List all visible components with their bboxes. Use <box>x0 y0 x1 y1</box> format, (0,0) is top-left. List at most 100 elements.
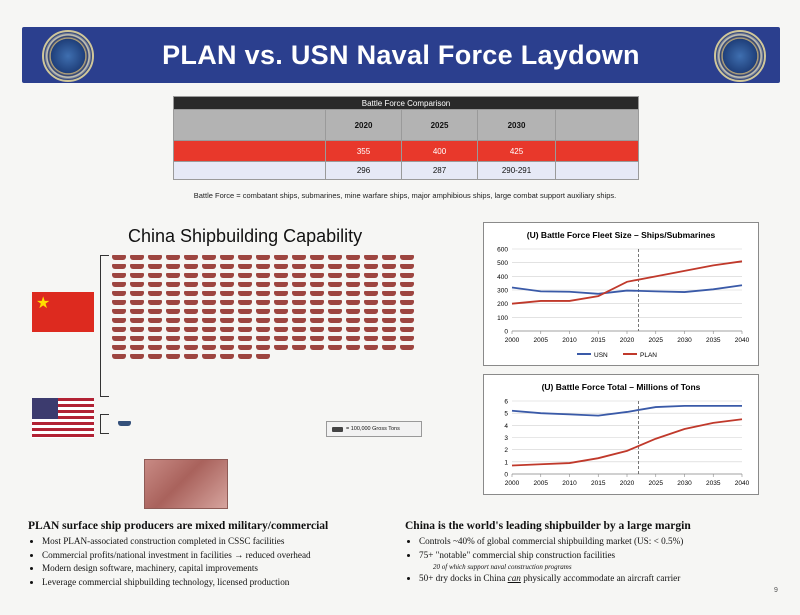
ship-icon <box>256 255 270 260</box>
list-item: 75+ "notable" commercial ship constructi… <box>419 549 789 563</box>
x-tick-label: 2040 <box>735 480 750 487</box>
x-tick-label: 2025 <box>649 480 664 487</box>
ship-icon <box>220 336 234 341</box>
x-tick-label: 2040 <box>735 337 750 344</box>
ship-icon <box>112 309 126 314</box>
ship-icon <box>238 336 252 341</box>
ship-icon <box>310 264 324 269</box>
legend-text: = 100,000 Gross Tons <box>346 426 400 432</box>
table-header-cell: 2020 <box>325 109 402 141</box>
ship-icon <box>328 318 342 323</box>
ship-icon <box>220 327 234 332</box>
ship-icon <box>184 309 198 314</box>
ship-icon <box>202 336 216 341</box>
ship-icon <box>328 309 342 314</box>
ship-icon <box>274 264 288 269</box>
y-tick-label: 1 <box>504 459 508 466</box>
ship-icon <box>382 318 396 323</box>
ship-icon <box>328 327 342 332</box>
ship-icon <box>238 273 252 278</box>
ship-icon <box>346 336 360 341</box>
ship-icon <box>220 345 234 350</box>
x-tick-label: 2000 <box>505 480 520 487</box>
ship-icon <box>220 300 234 305</box>
ship-icon <box>166 327 180 332</box>
ship-icon <box>148 345 162 350</box>
ship-icon <box>400 318 414 323</box>
ship-icon <box>382 273 396 278</box>
ship-icon <box>310 327 324 332</box>
ship-icon <box>274 345 288 350</box>
shipbuilding-title: China Shipbuilding Capability <box>128 226 363 246</box>
table-caption: Battle Force Comparison <box>172 96 640 110</box>
ship-icon <box>184 345 198 350</box>
ship-icon <box>184 336 198 341</box>
ship-icon <box>202 345 216 350</box>
ship-icon <box>202 354 216 359</box>
table-cell <box>554 140 640 162</box>
ship-icon <box>310 336 324 341</box>
ship-icon <box>274 336 288 341</box>
ship-icon <box>364 318 378 323</box>
row-label <box>173 140 326 162</box>
series-line-usn <box>511 284 743 295</box>
ship-icon <box>292 336 306 341</box>
series-line-usn <box>511 404 742 417</box>
ship-icon <box>364 309 378 314</box>
ship-icon <box>256 309 270 314</box>
ship-icon <box>256 327 270 332</box>
ship-icon <box>256 336 270 341</box>
ship-icon <box>148 255 162 260</box>
ship-icon <box>274 318 288 323</box>
ship-icon <box>400 264 414 269</box>
y-tick-label: 4 <box>504 423 508 430</box>
ship-icon <box>112 255 126 260</box>
bullet-text: physically accommodate an aircraft carri… <box>520 573 681 583</box>
ship-icon <box>184 318 198 323</box>
x-tick-label: 2030 <box>677 337 692 344</box>
emphasis-text: can <box>507 573 521 583</box>
ship-icon <box>130 282 144 287</box>
ship-icon <box>292 327 306 332</box>
ship-icon <box>202 300 216 305</box>
ship-icon <box>256 345 270 350</box>
ship-icon <box>238 291 252 296</box>
ship-icon <box>400 345 414 350</box>
ship-icon <box>238 318 252 323</box>
ship-icon <box>274 291 288 296</box>
ship-icon <box>346 255 360 260</box>
ship-icon <box>166 354 180 359</box>
ship-icon <box>346 300 360 305</box>
x-tick-label: 2030 <box>677 480 692 487</box>
ship-icon <box>112 345 126 350</box>
ship-icon <box>112 264 126 269</box>
ship-icon <box>112 300 126 305</box>
ship-icon <box>238 309 252 314</box>
ship-icon <box>148 282 162 287</box>
ship-icon <box>382 255 396 260</box>
ship-icon <box>346 345 360 350</box>
y-tick-label: 2 <box>504 447 508 454</box>
ship-icon <box>202 282 216 287</box>
ship-icon <box>112 354 126 359</box>
ship-icon <box>130 255 144 260</box>
ship-icon <box>148 309 162 314</box>
ship-icon <box>382 291 396 296</box>
ship-icon <box>256 318 270 323</box>
china-ship-grid <box>112 255 432 363</box>
ship-icon <box>328 255 342 260</box>
y-tick-label: 400 <box>497 274 508 281</box>
ship-icon <box>364 264 378 269</box>
y-tick-label: 300 <box>497 288 508 295</box>
list-item: Leverage commercial shipbuilding technol… <box>42 576 412 590</box>
y-tick-label: 600 <box>497 247 508 254</box>
table-header-cell <box>554 109 640 141</box>
ship-icon <box>184 282 198 287</box>
ship-icon <box>184 255 198 260</box>
ship-icon <box>148 327 162 332</box>
ship-icon <box>256 273 270 278</box>
ship-icon <box>130 300 144 305</box>
us-flag-icon <box>32 398 94 438</box>
ship-icon <box>346 327 360 332</box>
ship-icon <box>238 327 252 332</box>
